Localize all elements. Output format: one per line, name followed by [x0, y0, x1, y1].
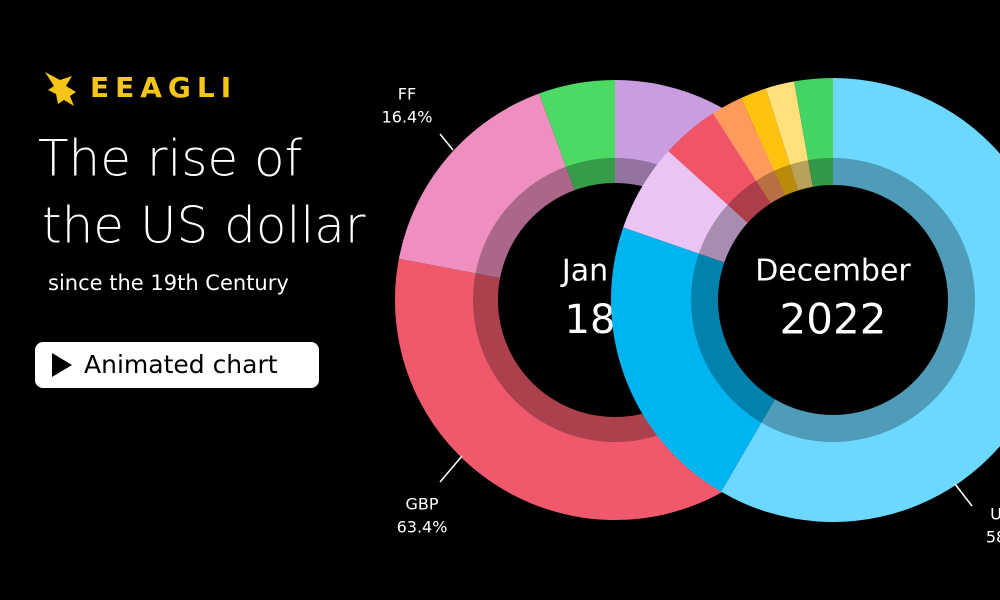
- donut-hole: [718, 185, 948, 415]
- button-label[interactable]: Animated chart: [84, 350, 278, 379]
- segment-value-label: 63.4%: [397, 518, 448, 537]
- title-line: the US dollar: [42, 197, 366, 255]
- segment-value-label: 58: [986, 528, 1000, 547]
- segment-label: GBP: [405, 495, 438, 514]
- charts: Jan 18 GBP 63.4% FF 16.4% December 2022 U 58: [382, 78, 1000, 547]
- title-line: The rise of: [38, 130, 303, 188]
- center-label: Jan: [560, 254, 608, 289]
- center-label: December: [755, 254, 911, 289]
- donut-chart: December 2022 U 58: [611, 78, 1000, 547]
- center-label: 2022: [780, 295, 887, 344]
- center-label: 18: [565, 297, 616, 343]
- brand-name: EEAGLI: [90, 71, 237, 104]
- leader-line: [439, 133, 454, 151]
- leader-line: [954, 483, 973, 507]
- segment-value-label: 16.4%: [382, 108, 433, 127]
- leader-line: [439, 455, 463, 483]
- button-background[interactable]: [35, 342, 319, 388]
- segment-label: FF: [398, 85, 416, 104]
- segment-label: U: [990, 505, 1000, 524]
- subtitle: since the 19th Century: [48, 271, 289, 295]
- brand-logo: EEAGLI: [45, 71, 237, 106]
- eagle-icon: [45, 72, 76, 106]
- play-icon[interactable]: [52, 353, 72, 377]
- animated-chart-button[interactable]: Animated chart: [35, 342, 319, 388]
